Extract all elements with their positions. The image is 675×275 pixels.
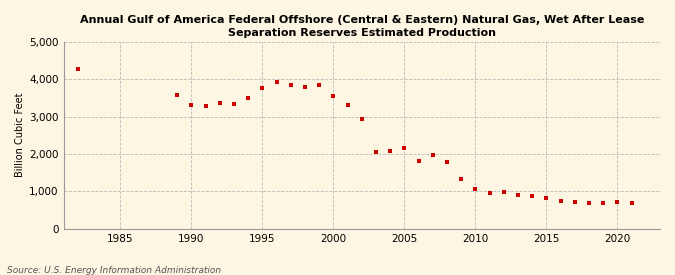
Point [171, 93, 182, 97]
Point [328, 94, 339, 98]
Point [556, 198, 566, 203]
Text: Source: U.S. Energy Information Administration: Source: U.S. Energy Information Administ… [7, 266, 221, 275]
Point [72, 67, 83, 72]
Point [314, 83, 325, 88]
Point [229, 102, 240, 106]
Point [413, 158, 424, 163]
Point [300, 85, 310, 90]
Point [257, 86, 268, 90]
Point [399, 146, 410, 150]
Point [512, 193, 523, 197]
Point [271, 79, 282, 84]
Point [243, 96, 254, 100]
Point [200, 103, 211, 108]
Point [570, 200, 580, 204]
Point [441, 160, 452, 164]
Point [371, 149, 381, 154]
Point [626, 201, 637, 205]
Point [385, 149, 396, 153]
Point [470, 186, 481, 191]
Title: Annual Gulf of America Federal Offshore (Central & Eastern) Natural Gas, Wet Aft: Annual Gulf of America Federal Offshore … [80, 15, 644, 38]
Point [286, 83, 296, 88]
Point [541, 196, 551, 200]
Point [215, 100, 225, 105]
Point [584, 201, 595, 205]
Point [456, 176, 466, 181]
Point [186, 102, 196, 107]
Point [342, 103, 353, 108]
Point [427, 153, 438, 157]
Y-axis label: Billion Cubic Feet: Billion Cubic Feet [15, 93, 25, 177]
Point [598, 201, 609, 205]
Point [612, 200, 623, 205]
Point [356, 117, 367, 121]
Point [498, 190, 509, 194]
Point [526, 194, 537, 198]
Point [484, 191, 495, 195]
